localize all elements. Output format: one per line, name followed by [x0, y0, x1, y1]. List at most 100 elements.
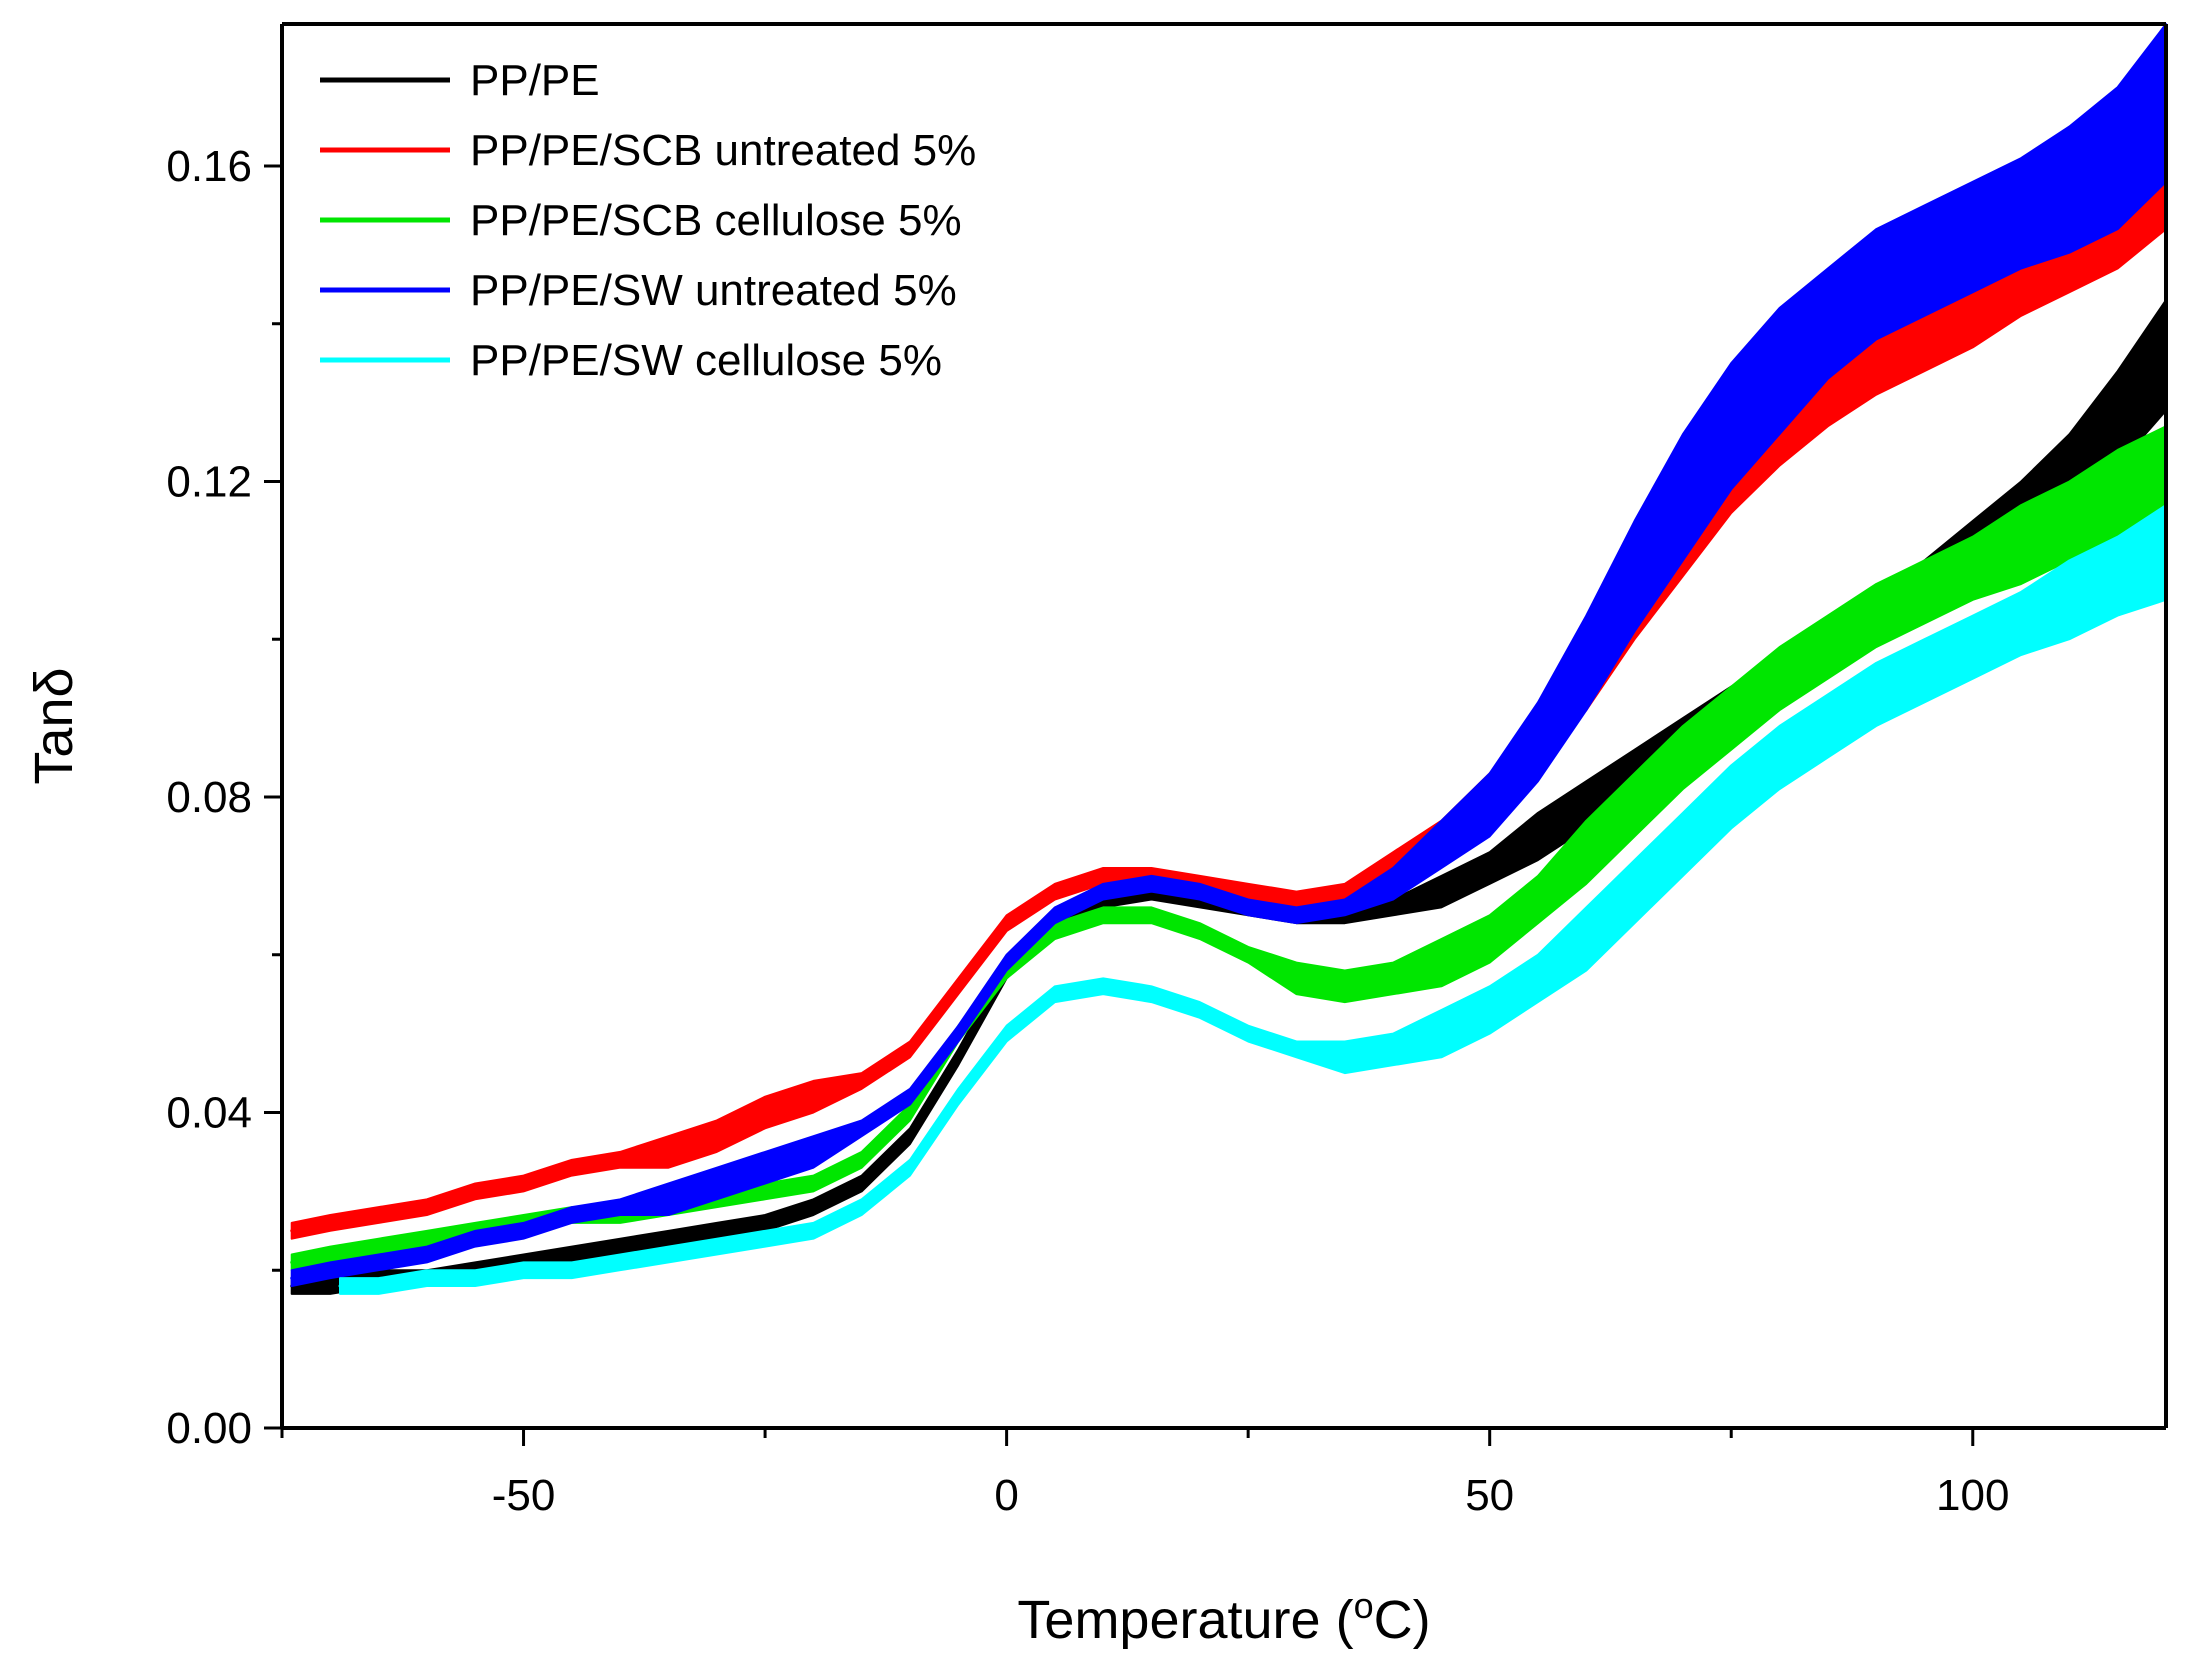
data-point-pp-pe-scb-untreated-5pct [1053, 890, 1057, 894]
x-axis-title-suffix: C) [1374, 1590, 1431, 1650]
data-point-pp-pe-sw-cellulose-5pct [956, 1095, 960, 1099]
series-line-pp-pe-scb-untreated-5pct [291, 180, 2168, 1233]
data-point-pp-pe-sw-untreated-5pct [473, 1237, 477, 1241]
x-axis-title-superscript: o [1354, 1585, 1374, 1626]
data-point-pp-pe-sw-untreated-5pct [667, 1197, 670, 1201]
legend-item-pp-pe-sw-untreated-5pct: PP/PE/SW untreated 5% [320, 266, 957, 315]
data-point-pp-pe-scb-cellulose-5pct [2067, 519, 2071, 523]
data-point-pp-pe-sw-untreated-5pct [1343, 905, 1347, 909]
data-point-pp-pe-scb-untreated-5pct [1971, 306, 1975, 310]
data-point-pp-pe-sw-untreated-5pct [1391, 882, 1395, 886]
data-point-pp-pe-sw-untreated-5pct [1681, 495, 1685, 499]
data-point-pp-pe-sw-cellulose-5pct [1729, 795, 1733, 799]
data-point-pp-pe-sw-untreated-5pct [1584, 661, 1588, 665]
data-point-pp-pe-scb-cellulose-5pct [1053, 929, 1057, 933]
data-point-pp-pe [908, 1134, 912, 1138]
data-point-pp-pe-scb-cellulose-5pct [1101, 913, 1105, 917]
data-point-pp-pe-sw-cellulose-5pct [1681, 842, 1685, 846]
data-point-pp-pe-scb-untreated-5pct [1343, 890, 1347, 894]
axes-layer: -50 0 50 100 0.00 0.04 0.08 0.12 0.16 [166, 22, 2168, 1520]
data-point-pp-pe [715, 1229, 719, 1233]
data-point-pp-pe-sw-cellulose-5pct [1874, 692, 1878, 696]
data-point-pp-pe-scb-untreated-5pct [667, 1150, 670, 1154]
series-band-pp-pe [290, 299, 2167, 1295]
data-point-pp-pe-scb-untreated-5pct [1246, 890, 1250, 894]
data-point-pp-pe-sw-cellulose-5pct [1295, 1047, 1298, 1051]
data-point-pp-pe-sw-cellulose-5pct [2067, 598, 2071, 602]
data-point-pp-pe-sw-cellulose-5pct [1439, 1032, 1443, 1036]
data-point-pp-pe-sw-untreated-5pct [715, 1182, 719, 1185]
data-point-pp-pe-sw-untreated-5pct [1971, 235, 1975, 239]
legend-label: PP/PE/SW cellulose 5% [470, 336, 942, 385]
data-point-pp-pe-sw-cellulose-5pct [1150, 992, 1153, 996]
data-point-pp-pe-scb-cellulose-5pct [1343, 984, 1347, 988]
data-point-pp-pe-sw-cellulose-5pct [425, 1276, 429, 1280]
data-point-pp-pe-scb-untreated-5pct [811, 1095, 815, 1099]
data-point-pp-pe-scb-cellulose-5pct [811, 1182, 815, 1185]
data-point-pp-pe-sw-cellulose-5pct [811, 1229, 815, 1233]
data-point-pp-pe-sw-untreated-5pct [290, 1276, 294, 1280]
legend-item-pp-pe-sw-cellulose-5pct: PP/PE/SW cellulose 5% [320, 336, 942, 385]
data-point-pp-pe-scb-cellulose-5pct [1536, 898, 1540, 901]
x-tick-label: 50 [1465, 1471, 1514, 1520]
data-point-pp-pe-sw-untreated-5pct [2116, 156, 2120, 160]
data-point-pp-pe-scb-cellulose-5pct [425, 1237, 429, 1241]
data-point-pp-pe-scb-cellulose-5pct [1729, 716, 1733, 720]
data-point-pp-pe-sw-untreated-5pct [522, 1229, 525, 1233]
data-point-pp-pe-scb-cellulose-5pct [763, 1189, 767, 1193]
data-point-pp-pe-scb-cellulose-5pct [1971, 566, 1975, 570]
y-tick-label: 0.04 [166, 1088, 252, 1137]
data-point-pp-pe-sw-untreated-5pct [2067, 188, 2071, 192]
data-point-pp-pe-sw-cellulose-5pct [667, 1253, 670, 1256]
legend-label: PP/PE/SCB untreated 5% [470, 126, 976, 175]
data-point-pp-pe-sw-untreated-5pct [1729, 424, 1733, 428]
data-point-pp-pe [1488, 866, 1492, 870]
data-point-pp-pe-scb-untreated-5pct [1101, 874, 1105, 878]
data-point-pp-pe-scb-cellulose-5pct [1681, 756, 1685, 760]
y-axis-title: Tanδ [24, 667, 84, 784]
data-point-pp-pe-sw-cellulose-5pct [1246, 1032, 1250, 1036]
data-point-pp-pe-scb-untreated-5pct [425, 1205, 429, 1209]
x-tick-label: 0 [994, 1471, 1018, 1520]
data-point-pp-pe-sw-untreated-5pct [2019, 211, 2023, 215]
data-point-pp-pe [618, 1245, 622, 1249]
data-point-pp-pe-scb-cellulose-5pct [1778, 677, 1781, 681]
data-point-pp-pe-sw-untreated-5pct [1198, 890, 1202, 894]
x-tick-label: 100 [1936, 1471, 2009, 1520]
data-point-pp-pe-scb-cellulose-5pct [1198, 929, 1202, 933]
data-point-pp-pe-sw-cellulose-5pct [1101, 984, 1105, 988]
data-point-pp-pe-sw-cellulose-5pct [763, 1237, 767, 1241]
series-line-pp-pe [291, 354, 2168, 1288]
data-point-pp-pe-sw-untreated-5pct [956, 1032, 960, 1036]
data-point-pp-pe-scb-cellulose-5pct [1295, 976, 1298, 980]
data-point-pp-pe-sw-cellulose-5pct [1053, 992, 1057, 996]
data-point-pp-pe-sw-untreated-5pct [1246, 905, 1250, 909]
data-point-pp-pe-scb-untreated-5pct [908, 1047, 912, 1051]
data-point-pp-pe-scb-cellulose-5pct [2116, 495, 2120, 499]
data-point-pp-pe-scb-untreated-5pct [2019, 274, 2023, 278]
data-point-pp-pe-sw-cellulose-5pct [377, 1284, 381, 1288]
data-point-pp-pe-sw-cellulose-5pct [2116, 574, 2120, 578]
legend-label: PP/PE [470, 56, 600, 105]
data-point-pp-pe-sw-cellulose-5pct [1005, 1032, 1009, 1036]
data-point-pp-pe-scb-untreated-5pct [860, 1079, 864, 1083]
data-point-pp-pe [1536, 834, 1540, 838]
legend-item-pp-pe-scb-untreated-5pct: PP/PE/SCB untreated 5% [320, 126, 976, 175]
data-point-pp-pe-sw-cellulose-5pct [860, 1205, 864, 1209]
data-point-pp-pe-scb-untreated-5pct [618, 1158, 622, 1162]
data-point-pp-pe-sw-untreated-5pct [618, 1205, 622, 1209]
data-point-pp-pe [328, 1284, 332, 1288]
data-point-pp-pe [763, 1221, 767, 1225]
data-point-pp-pe-scb-cellulose-5pct [908, 1111, 912, 1114]
data-point-pp-pe-sw-cellulose-5pct [715, 1245, 719, 1249]
data-point-pp-pe-sw-cellulose-5pct [473, 1276, 477, 1280]
data-point-pp-pe-sw-cellulose-5pct [2019, 622, 2023, 625]
data-point-pp-pe-scb-untreated-5pct [473, 1189, 477, 1193]
data-point-pp-pe-scb-untreated-5pct [290, 1229, 294, 1233]
data-point-pp-pe [811, 1205, 815, 1209]
data-point-pp-pe-sw-untreated-5pct [1874, 282, 1878, 286]
data-point-pp-pe-scb-untreated-5pct [956, 984, 960, 988]
data-point-pp-pe-scb-untreated-5pct [1295, 898, 1298, 901]
y-tick-label: 0.00 [166, 1404, 252, 1453]
